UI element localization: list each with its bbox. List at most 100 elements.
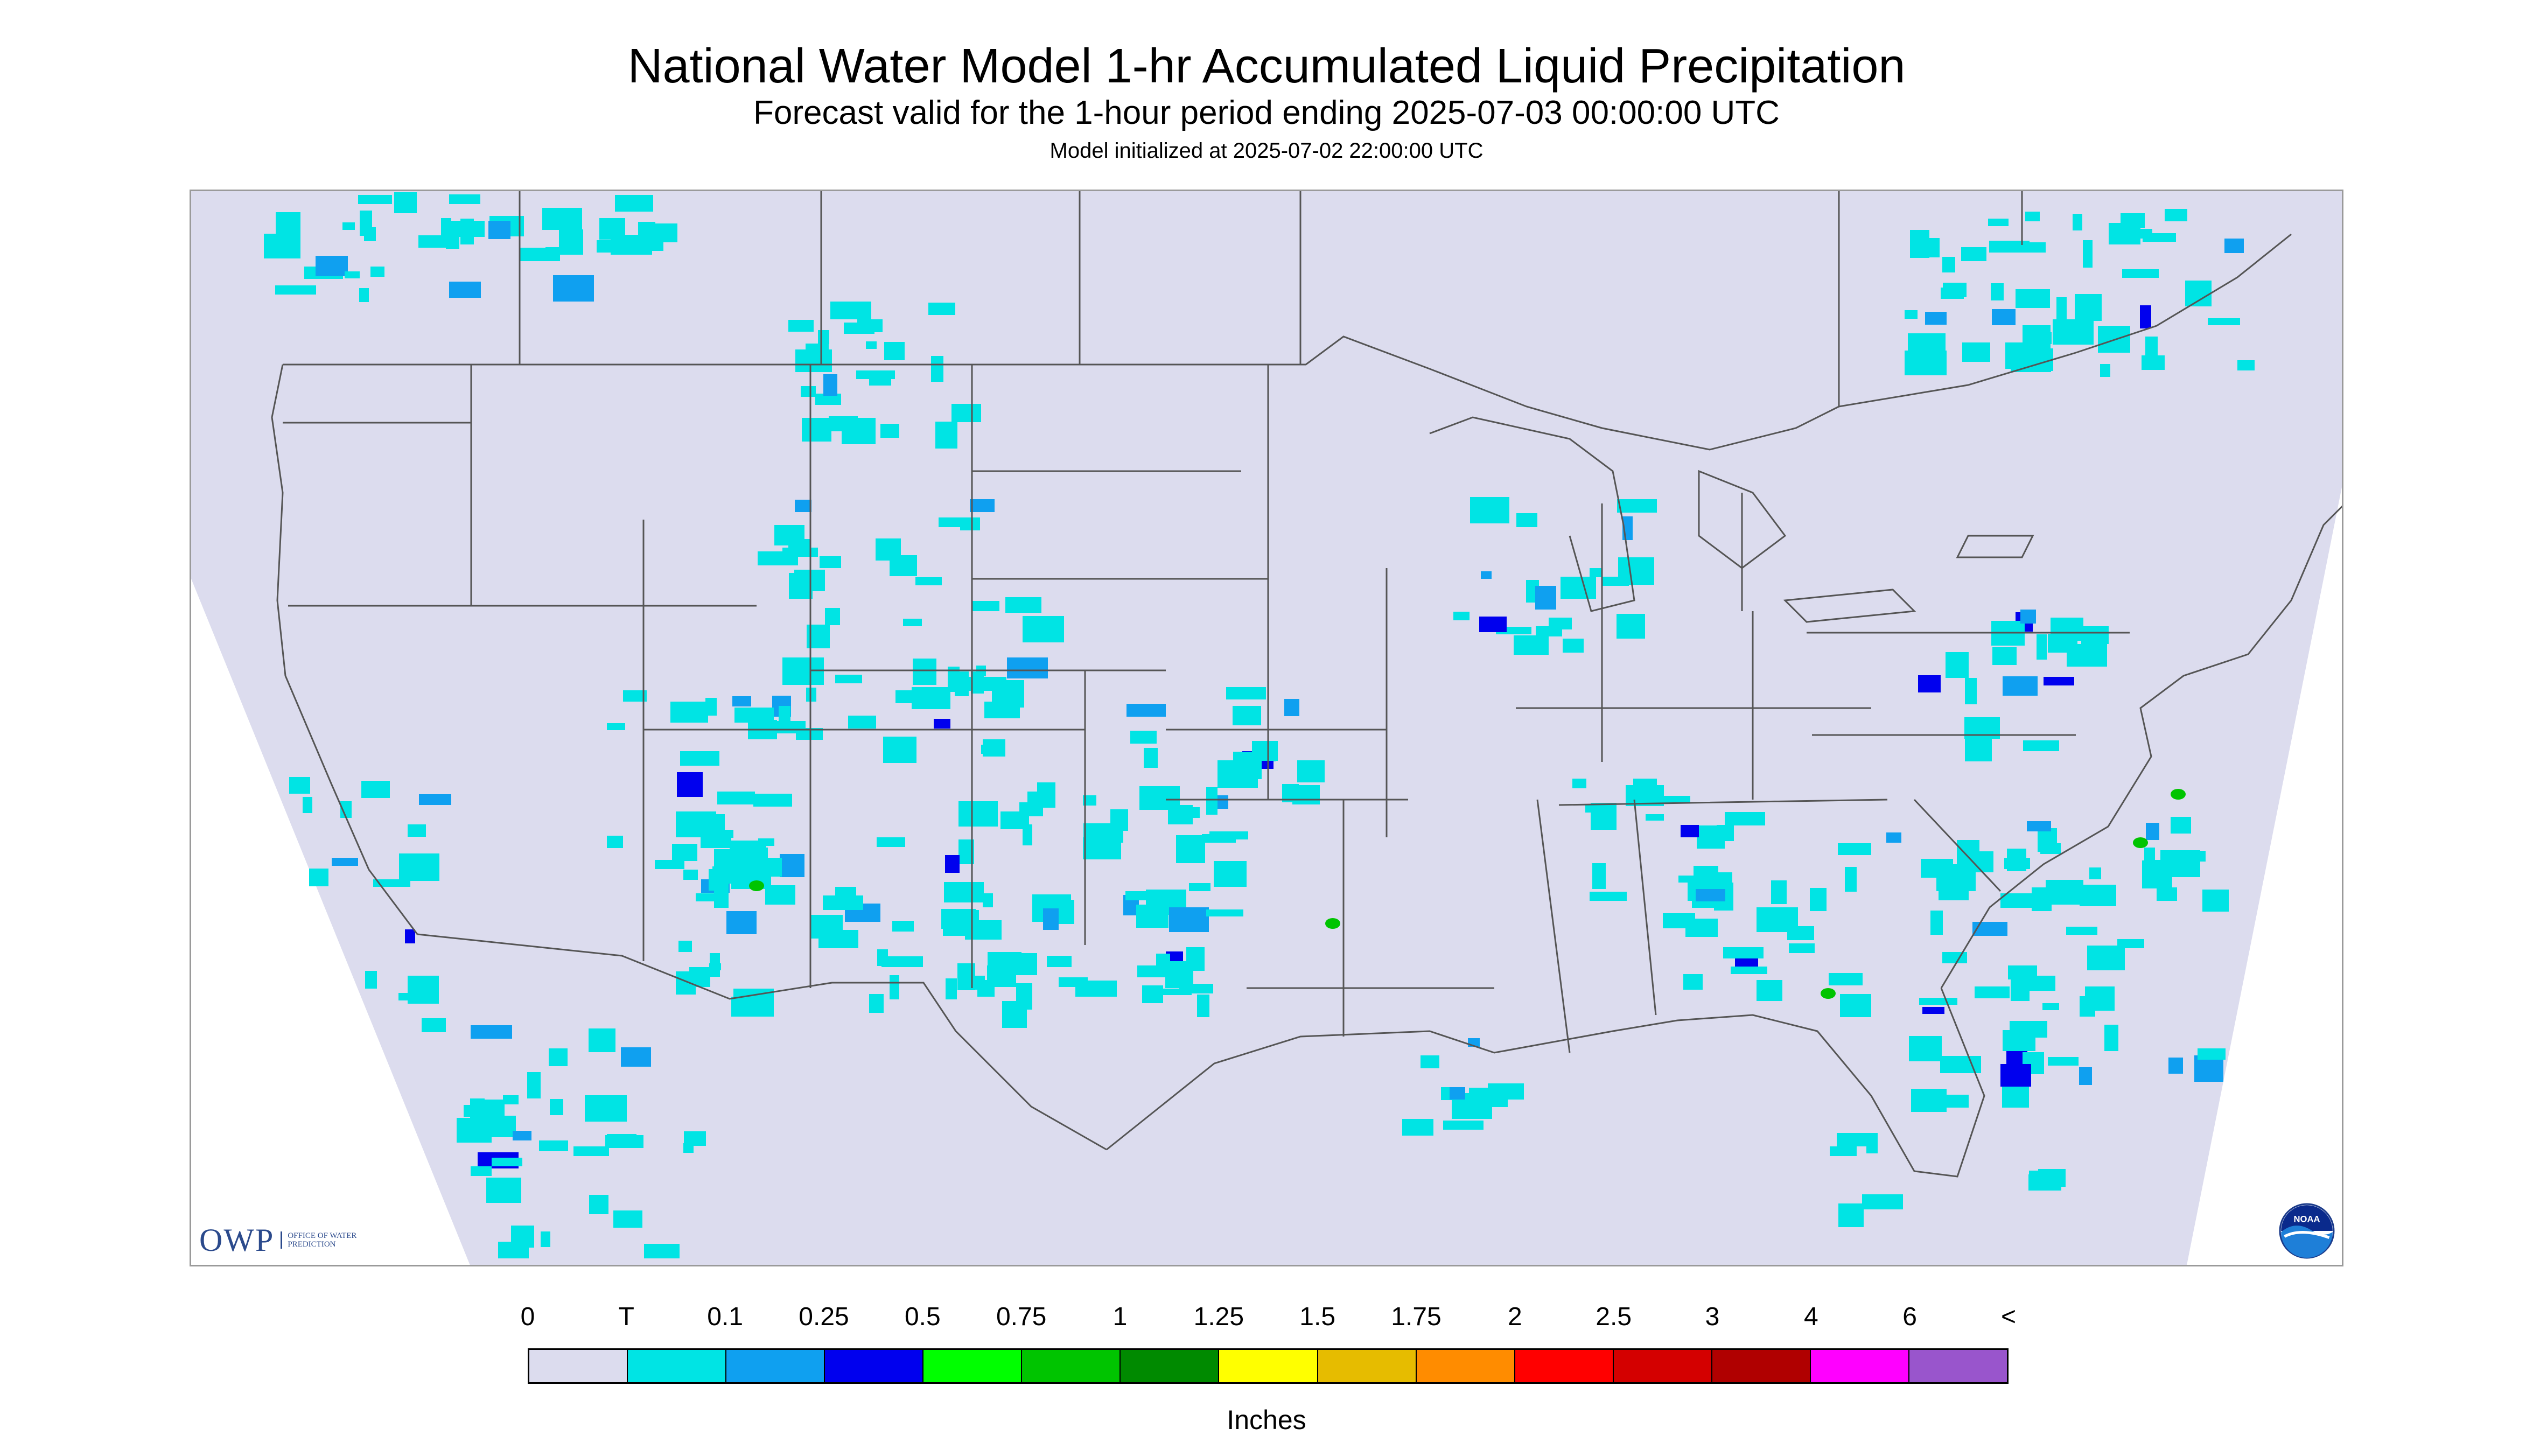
precip-cell [1137, 965, 1178, 977]
precip-cell [1421, 1055, 1439, 1068]
precip-cell [2117, 939, 2144, 948]
precip-cell [1992, 309, 2016, 325]
legend-swatch-4 [923, 1350, 1023, 1382]
precip-cell [1189, 883, 1210, 891]
precip-cell [856, 370, 895, 379]
precip-cell [823, 895, 863, 910]
precip-cell [2165, 209, 2187, 221]
precip-cell [553, 275, 594, 302]
precip-cell [542, 208, 582, 230]
precip-cell [1005, 597, 1041, 613]
owp-logo: OWP OFFICE OF WATER PREDICTION [199, 1221, 368, 1259]
precip-cell [615, 195, 653, 212]
precip-cell [1002, 1001, 1027, 1028]
precip-cell [2140, 229, 2152, 239]
precip-cell [1930, 911, 1943, 935]
precip-cell [1838, 1203, 1864, 1227]
precip-cell [1007, 657, 1048, 678]
precip-cell [1771, 880, 1787, 904]
precip-cell [498, 1242, 529, 1258]
precip-cell [1214, 861, 1247, 887]
legend-label-1: T [618, 1303, 634, 1331]
precip-cell [2080, 996, 2095, 1017]
legend-swatch-10 [1515, 1350, 1614, 1382]
precip-cell [1023, 824, 1032, 845]
precip-cell [655, 860, 684, 869]
precip-cell [1601, 577, 1629, 586]
precip-cell [1572, 779, 1586, 788]
precip-cell [1757, 980, 1782, 1001]
precip-cell [1905, 310, 1918, 319]
precip-cell [2087, 946, 2125, 970]
precip-cell [486, 1178, 521, 1203]
precip-cell [2000, 893, 2033, 908]
precip-cell [1536, 626, 1562, 636]
precip-cell [935, 422, 957, 449]
precip-cell [1681, 825, 1699, 837]
precip-cell [1043, 908, 1059, 930]
precip-cell [1469, 1088, 1506, 1103]
precip-cell [788, 320, 814, 332]
precip-cell [1905, 351, 1947, 375]
precip-cell [1130, 731, 1157, 744]
precip-peak-cell [2171, 789, 2186, 800]
precip-cell [958, 801, 998, 827]
precip-cell [1942, 257, 1955, 272]
precip-cell [680, 751, 719, 766]
model-init-note: Model initialized at 2025-07-02 22:00:00… [1049, 139, 1484, 163]
precip-cell [1829, 973, 1863, 985]
precip-cell [1962, 342, 1990, 362]
precip-cell [1909, 1036, 1942, 1061]
precip-cell [2016, 289, 2050, 308]
svg-text:NOAA: NOAA [2294, 1214, 2320, 1224]
precip-cell [1402, 1119, 1433, 1136]
precip-cell [1206, 787, 1217, 815]
precip-cell [1479, 617, 1507, 632]
precip-cell [2140, 305, 2151, 328]
precip-cell [1919, 998, 1957, 1005]
precip-cell [1988, 219, 2009, 226]
precip-cell [276, 212, 300, 240]
precip-cell [715, 830, 733, 838]
precip-cell [1694, 866, 1718, 882]
precip-cell [762, 858, 782, 877]
precip-cell [2121, 213, 2145, 228]
precip-cell [621, 1047, 651, 1067]
precip-cell [2142, 355, 2165, 370]
precip-cell [550, 1099, 563, 1115]
precip-cell [2051, 618, 2083, 641]
precip-cell [477, 1120, 503, 1135]
precip-cell [1886, 832, 1901, 843]
precip-cell [1810, 888, 1827, 911]
precip-cell [883, 737, 916, 763]
precip-cell [589, 1028, 615, 1052]
precip-cell [2075, 294, 2102, 321]
precip-cell [1912, 238, 1940, 257]
precip-cell [903, 619, 922, 626]
precip-cell [1176, 835, 1205, 863]
precip-cell [2171, 817, 2191, 834]
precip-cell [818, 330, 829, 344]
precip-cell [1443, 1121, 1484, 1130]
precip-cell [1217, 760, 1258, 788]
precip-cell [983, 893, 993, 907]
precip-cell [2000, 1064, 2031, 1087]
precip-cell [823, 374, 837, 396]
precip-cell [946, 978, 957, 999]
precip-cell [2023, 740, 2059, 751]
precip-cell [2146, 823, 2159, 840]
precip-cell [971, 601, 999, 611]
precip-cell [758, 551, 798, 565]
precip-cell [892, 921, 914, 932]
us-canada-border [283, 233, 2292, 451]
precip-cell [2208, 318, 2240, 325]
precip-cell [303, 797, 312, 813]
precipitation-map[interactable] [190, 190, 2343, 1266]
legend-label-10: 2 [1507, 1303, 1522, 1331]
precip-cell [780, 854, 804, 877]
precip-cell [2122, 269, 2159, 278]
legend-label-6: 1 [1112, 1303, 1128, 1331]
precip-cell [405, 929, 415, 943]
precip-cell [1585, 805, 1615, 813]
precip-cell [2003, 1030, 2035, 1051]
